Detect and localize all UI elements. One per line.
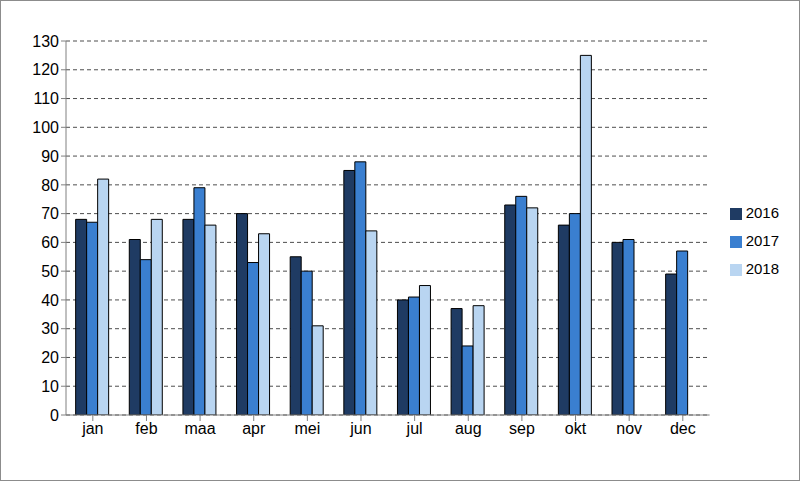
svg-text:120: 120	[32, 61, 59, 78]
svg-text:sep: sep	[509, 420, 535, 437]
svg-text:10: 10	[41, 378, 59, 395]
svg-text:jun: jun	[349, 420, 371, 437]
html-text:2016: 2016	[745, 203, 779, 221]
svg-text:80: 80	[41, 177, 59, 194]
svg-text:60: 60	[41, 234, 59, 251]
svg-text:20: 20	[41, 349, 59, 366]
svg-text:40: 40	[41, 292, 59, 309]
svg-text:90: 90	[41, 148, 59, 165]
svg-text:70: 70	[41, 205, 59, 222]
svg-text:mei: mei	[294, 420, 320, 437]
svg-text:jan: jan	[81, 420, 103, 437]
svg-text:30: 30	[41, 320, 59, 337]
svg-text:110: 110	[33, 90, 59, 107]
svg-text:maa: maa	[185, 420, 216, 437]
svg-text:nov: nov	[616, 420, 642, 437]
svg-text:130: 130	[32, 33, 59, 50]
svg-text:50: 50	[41, 263, 59, 280]
svg-text:okt: okt	[565, 420, 587, 437]
svg-text:feb: feb	[135, 420, 157, 437]
svg-text:jul: jul	[406, 420, 423, 437]
svg-text:100: 100	[32, 119, 59, 136]
svg-text:0: 0	[50, 407, 59, 424]
svg-text:dec: dec	[670, 420, 696, 437]
html-text:2018: 2018	[745, 259, 779, 277]
svg-text:aug: aug	[455, 420, 482, 437]
svg-text:apr: apr	[242, 420, 266, 437]
html-text:2017: 2017	[745, 231, 779, 249]
